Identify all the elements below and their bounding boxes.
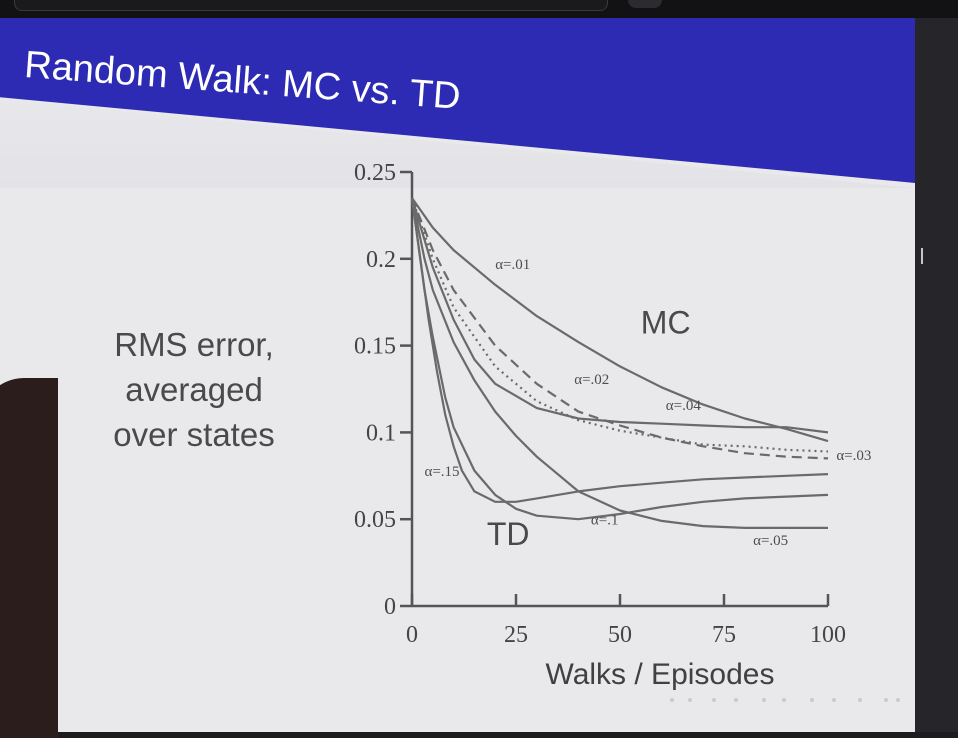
series-annotation: α=.15 [424, 464, 459, 480]
y-tick-label: 0.2 [366, 247, 396, 273]
x-tick-label: 25 [504, 622, 528, 648]
cursor-mark [921, 248, 927, 264]
x-axis-label: Walks / Episodes [546, 658, 775, 691]
y-tick-label: 0.25 [354, 160, 396, 186]
y-caption-line-2: averaged [125, 371, 263, 408]
series-line [410, 197, 829, 503]
y-tick-label: 0.15 [354, 334, 396, 360]
series-annotation: α=.1 [591, 512, 619, 528]
browser-button[interactable] [628, 0, 662, 8]
browser-toolbar [0, 0, 958, 18]
series-annotation: α=.04 [666, 398, 702, 414]
slide-navigation[interactable] [660, 692, 910, 708]
x-tick-label: 50 [608, 622, 632, 648]
series-annotation: α=.03 [836, 448, 871, 464]
series-annotation: α=.05 [753, 533, 788, 549]
series-line [411, 197, 829, 443]
x-tick-label: 0 [406, 622, 418, 648]
series-line [410, 197, 829, 453]
y-tick-label: 0.05 [354, 507, 396, 533]
screen-edge [915, 18, 958, 732]
browser-tab[interactable] [14, 0, 608, 11]
series-line [410, 197, 829, 521]
slide: Random Walk: MC vs. TD [0, 18, 915, 732]
y-axis-caption: RMS error, averaged over states [94, 322, 294, 457]
y-tick-label: 0.1 [366, 420, 396, 446]
y-caption-line-3: over states [113, 416, 275, 453]
group-label: TD [487, 516, 530, 552]
series-annotation: α=.01 [495, 257, 530, 273]
series-line [410, 197, 829, 434]
y-tick-label: 0 [384, 594, 396, 620]
series-annotation: α=.02 [574, 372, 609, 388]
presenter-silhouette [0, 378, 58, 738]
y-caption-line-1: RMS error, [114, 326, 274, 363]
series-line [410, 197, 829, 460]
x-tick-label: 75 [712, 622, 736, 648]
series-line [410, 197, 828, 530]
x-tick-label: 100 [810, 622, 846, 648]
group-label: MC [641, 304, 691, 340]
